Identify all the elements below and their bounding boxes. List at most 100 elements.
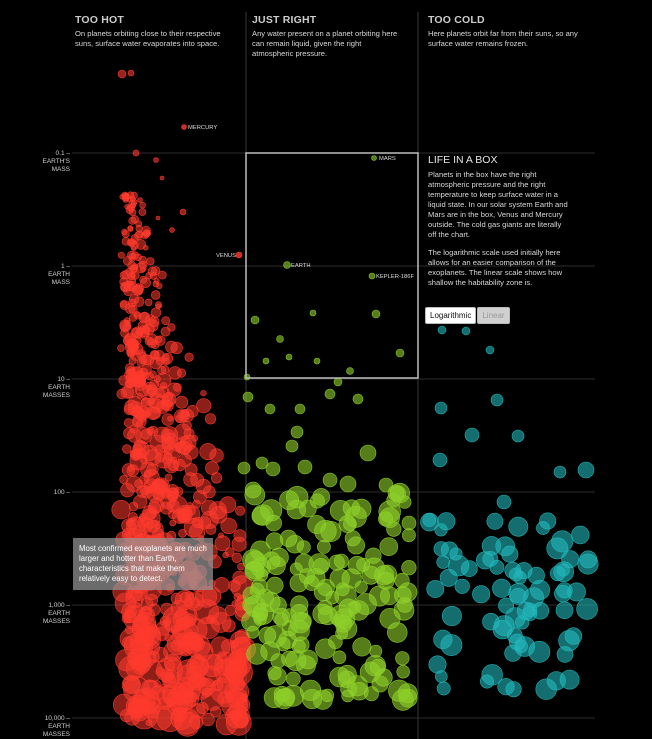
planet-dot [140,456,148,464]
planet-labels: MERCURY VENUS EARTH MARS KEPLER-186F [188,125,414,280]
planet-dot [196,398,212,414]
planet-dot [464,427,480,443]
planet-dot [322,472,338,488]
planet-dot [504,562,522,579]
planet-dot [176,616,190,631]
planet-dot [231,552,243,563]
planet-dot [177,453,192,468]
planet-label: MARS [379,156,396,162]
planet-dot [157,365,167,375]
planet-dot [132,285,144,296]
planet-dot [191,434,198,442]
planet-dot [161,316,171,326]
scale-toggle: Logarithmic Linear [425,307,510,324]
planet-dot [210,506,228,524]
planet-dot [329,604,352,628]
planet-dot [184,352,194,362]
planet-dot [190,703,206,719]
planet-dot [127,701,139,713]
planet-dot [265,461,281,477]
zone-desc-cold: Here planets orbit far from their suns, … [428,29,578,48]
planet-dot [485,345,495,355]
planet-dot [139,202,146,209]
planet-dot [235,505,246,516]
life-box [245,152,419,379]
planet-dot [128,366,144,382]
planet-dot [155,667,165,677]
planet-dot [283,261,291,269]
linear-button[interactable]: Linear [477,307,510,324]
planet-dot [146,384,158,395]
planet-dot [164,660,176,672]
planet-dot [139,275,148,284]
planet-dot [160,493,176,510]
planet-dot [312,603,333,625]
planet-dot [128,304,138,314]
planet-dot [436,555,450,569]
planet-dot [242,596,259,613]
planet-dot [136,358,146,367]
planet-dot [294,553,314,573]
planet-dot [186,506,196,516]
planet-dot [155,301,163,309]
logarithmic-button[interactable]: Logarithmic [425,307,477,324]
planet-dot [371,309,381,319]
planet-dot [436,681,451,696]
planet-dot [160,382,168,390]
planet-dot [152,646,169,663]
planet-dot [388,679,411,702]
planet-dot [120,385,134,399]
planet-dot [117,251,125,259]
planet-dot [267,666,282,681]
zone-desc-hot: On planets orbiting close to their respe… [75,29,221,48]
planet-dot [492,578,512,598]
planet-dot [298,649,318,670]
planet-dot [302,688,323,709]
planet-dot [179,591,191,603]
planet-dot [143,519,164,541]
planet-dot [434,401,448,415]
planet-dot [169,519,177,527]
planet-dot [535,678,557,700]
planet-dot [155,215,161,221]
planet-dot [231,536,247,552]
y-tick-label: MASSES [43,731,71,738]
planet-dot [506,627,523,644]
planet-dot [176,632,191,647]
planet-dot [237,562,245,571]
planet-dot [508,516,529,537]
planet-dot [252,504,274,526]
planet-dot [264,403,276,415]
planet-dot [293,636,310,653]
planet-dot [461,326,471,336]
planet-dot [266,576,284,595]
planet-dot [170,341,183,355]
planet-dot [211,472,223,484]
planet-dot [266,555,286,575]
planet-dot [528,640,551,663]
zone-title-right: JUST RIGHT [252,14,317,26]
planet-dot [286,499,307,520]
planet-dot [146,483,166,503]
zone-desc-right: Any water present on a planet orbiting h… [252,29,398,58]
planet-dot [395,651,410,666]
planet-dot [460,560,478,578]
planet-dot [258,626,277,645]
planet-dot [170,599,188,617]
planet-dot [282,684,305,707]
planet-dot [297,459,313,475]
planet-dot [556,582,573,599]
planet-dot [127,238,136,247]
planet-dot [179,208,187,216]
planet-dot [395,348,405,358]
planet-dot [164,391,173,401]
planet-dot [397,582,418,602]
planet-dot [229,675,246,692]
planet-dot [125,625,134,635]
planet-dot [314,519,337,543]
planet-dot [149,434,167,452]
planet-dot [475,551,494,570]
planet-dot [379,507,400,528]
planet-dot [158,270,167,280]
